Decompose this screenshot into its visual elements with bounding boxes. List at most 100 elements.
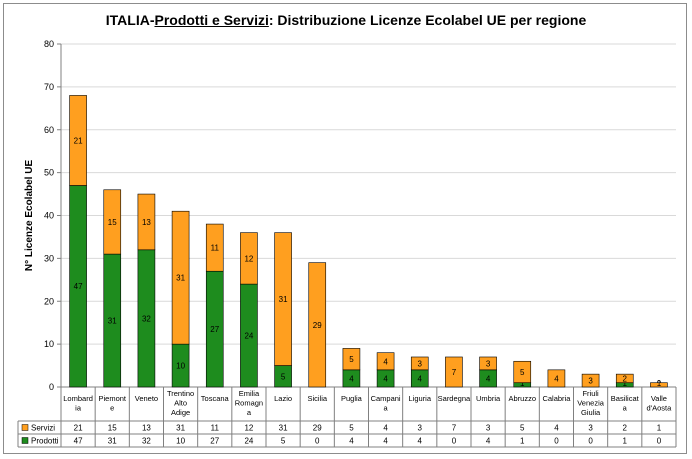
legend-key-prodotti — [21, 437, 29, 444]
x-tick-label: Campani a — [371, 394, 401, 413]
table-value-servizi: 31 — [279, 424, 288, 433]
table-value-prodotti: 4 — [486, 437, 491, 446]
bar-servizi — [171, 210, 190, 345]
table-value-prodotti: 0 — [315, 437, 320, 446]
legend-label-prodotti: Prodotti — [31, 437, 59, 446]
table-value-prodotti: 5 — [281, 437, 286, 446]
x-tick-label: Veneto — [135, 394, 158, 403]
table-value-prodotti: 0 — [452, 437, 457, 446]
data-label-servizi: 3 — [588, 377, 593, 386]
data-label-servizi: 1 — [657, 379, 662, 388]
bar-servizi — [445, 356, 463, 388]
x-tick-label: Friuli Venezia Giulia — [577, 389, 605, 417]
data-label-servizi: 7 — [452, 368, 457, 377]
x-tick-label: Abruzzo — [508, 394, 536, 403]
legend-label-servizi: Servizi — [31, 424, 55, 433]
table-value-prodotti: 47 — [74, 437, 83, 446]
data-label-prodotti: 47 — [74, 282, 83, 291]
bar-servizi — [274, 232, 292, 366]
table-value-prodotti: 31 — [108, 437, 117, 446]
table-value-prodotti: 4 — [383, 437, 388, 446]
table-value-servizi: 4 — [554, 424, 559, 433]
table-value-prodotti: 4 — [349, 437, 354, 446]
table-value-prodotti: 10 — [176, 437, 185, 446]
bar-servizi — [615, 373, 634, 384]
data-label-servizi: 12 — [244, 254, 253, 263]
y-tick-label: 70 — [44, 82, 54, 92]
table-value-servizi: 3 — [418, 424, 423, 433]
table-value-prodotti: 0 — [554, 437, 559, 446]
title-part-3: : Distribuzione Licenze Ecolabel UE per … — [268, 12, 587, 28]
table-value-servizi: 5 — [520, 424, 525, 433]
x-tick-label: Lazio — [274, 394, 292, 403]
bar-servizi — [137, 193, 156, 251]
y-tick-label: 10 — [44, 339, 54, 349]
data-label-servizi: 3 — [486, 359, 491, 368]
table-value-prodotti: 32 — [142, 437, 151, 446]
data-label-prodotti: 4 — [486, 374, 491, 383]
y-tick-label: 0 — [49, 382, 54, 392]
bar-servizi — [240, 232, 258, 285]
x-tick-label: Emilia Romagn a — [235, 389, 263, 417]
bar-servizi — [410, 356, 429, 371]
y-tick-label: 20 — [44, 296, 54, 306]
table-value-servizi: 15 — [108, 424, 117, 433]
data-label-prodotti: 31 — [108, 317, 117, 326]
table-value-prodotti: 1 — [520, 437, 525, 446]
data-label-servizi: 13 — [142, 218, 151, 227]
table-value-servizi: 31 — [176, 424, 185, 433]
y-tick-label: 50 — [44, 168, 54, 178]
data-label-prodotti: 4 — [418, 374, 423, 383]
data-label-servizi: 15 — [108, 218, 117, 227]
table-value-servizi: 11 — [211, 424, 220, 433]
x-tick-label: Valle d'Aosta — [647, 394, 673, 413]
title-part-1: ITALIA- — [105, 12, 155, 28]
table-value-prodotti: 4 — [418, 437, 423, 446]
bar-servizi — [308, 262, 327, 388]
table-value-servizi: 7 — [452, 424, 457, 433]
table-value-servizi: 4 — [383, 424, 388, 433]
data-label-servizi: 31 — [176, 274, 185, 283]
table-value-servizi: 5 — [349, 424, 354, 433]
x-tick-label: Puglia — [341, 394, 363, 403]
table-value-servizi: 2 — [623, 424, 628, 433]
y-tick-label: 80 — [44, 39, 54, 49]
y-tick-label: 40 — [44, 211, 54, 221]
x-tick-label: Trentino Alto Adige — [167, 389, 194, 417]
bar-servizi — [479, 356, 497, 371]
x-tick-label: Basilicat a — [611, 394, 640, 413]
bar-servizi — [69, 95, 87, 186]
table-value-prodotti: 0 — [657, 437, 662, 446]
table-value-servizi: 13 — [142, 424, 151, 433]
table-value-servizi: 3 — [588, 424, 593, 433]
bar-servizi — [103, 189, 122, 255]
table-value-prodotti: 0 — [588, 437, 593, 446]
chart-title: ITALIA-Prodotti e Servizi: Distribuzione… — [0, 12, 692, 28]
table-value-prodotti: 27 — [210, 437, 219, 446]
data-label-servizi: 31 — [279, 295, 288, 304]
bar-servizi — [547, 369, 566, 388]
x-tick-label: Liguria — [408, 394, 431, 403]
data-label-prodotti: 32 — [142, 314, 151, 323]
title-part-2: Prodotti e Servizi — [154, 12, 269, 28]
bar-servizi — [581, 373, 600, 388]
bar-servizi — [513, 360, 532, 384]
x-tick-label: Sicilia — [307, 394, 327, 403]
x-tick-label: Piemont e — [98, 394, 126, 413]
table-value-prodotti: 1 — [623, 437, 628, 446]
y-tick-label: 60 — [44, 125, 54, 135]
table-value-servizi: 12 — [244, 424, 253, 433]
data-label-prodotti: 1 — [623, 379, 628, 388]
y-axis-label: N° Licenze Ecolabel UE — [24, 160, 35, 272]
data-label-prodotti: 10 — [176, 362, 185, 371]
table-value-servizi: 29 — [313, 424, 322, 433]
data-label-servizi: 3 — [418, 359, 423, 368]
y-tick-label: 30 — [44, 253, 54, 263]
x-tick-label: Calabria — [542, 394, 571, 403]
x-tick-label: Lombard ia — [63, 394, 93, 413]
data-label-servizi: 29 — [313, 321, 322, 330]
x-tick-label: Toscana — [201, 394, 230, 403]
bar-servizi — [650, 382, 668, 388]
data-label-prodotti: 4 — [383, 374, 388, 383]
